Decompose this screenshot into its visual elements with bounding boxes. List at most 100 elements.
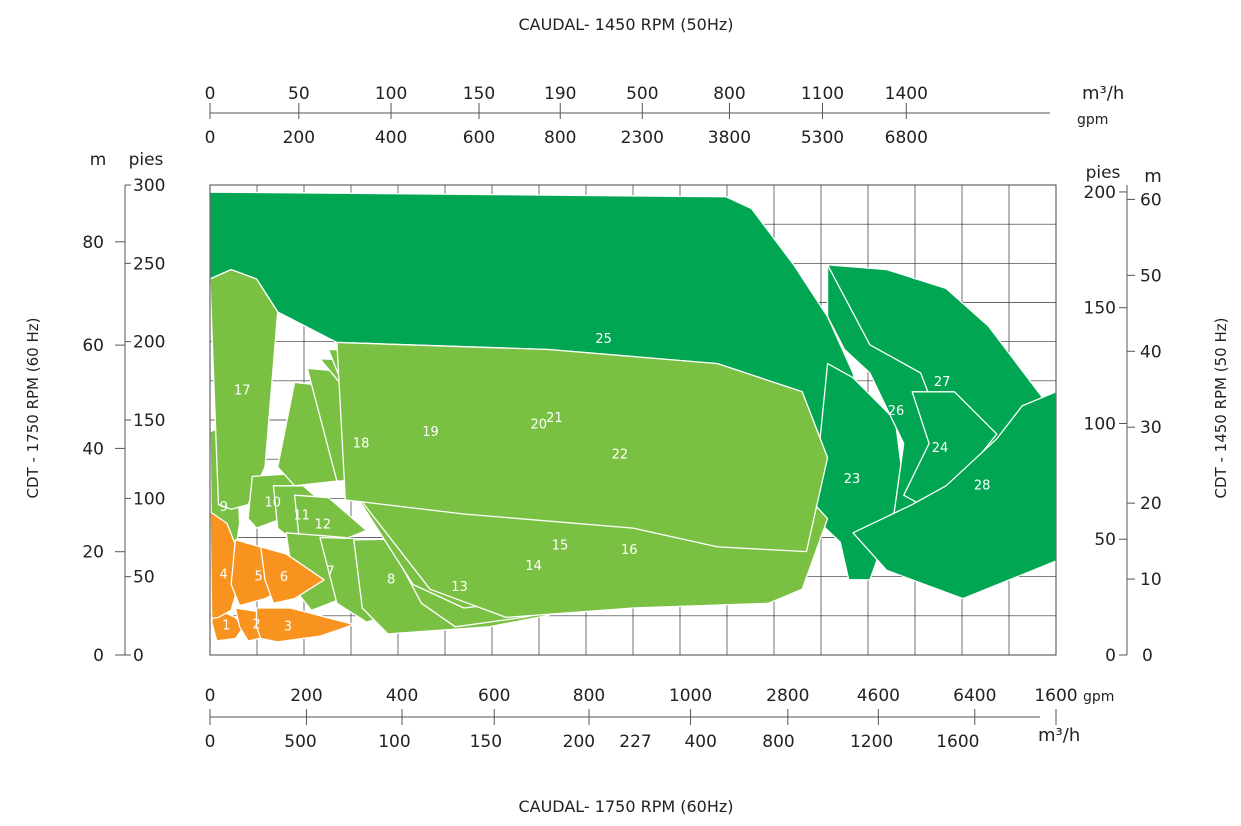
bottom-m3h-tick-label: 150 (470, 732, 502, 752)
chart-title-bottom: CAUDAL- 1750 RPM (60Hz) (518, 797, 733, 816)
pump-region-label-16: 16 (621, 543, 638, 558)
right-m-tick-label: 40 (1140, 342, 1162, 362)
pump-region-label-14: 14 (525, 559, 542, 574)
pump-region-label-26: 26 (888, 404, 905, 419)
pump-region-label-21: 21 (546, 411, 563, 426)
bottom-m3h-tick-label: 227 (619, 732, 651, 752)
right-m-tick-label: 20 (1140, 494, 1162, 514)
bottom-gpm-tick-label: 400 (386, 686, 418, 706)
pump-region-label-10: 10 (264, 496, 281, 511)
left-axis-label: CDT - 1750 RPM (60 Hz) (24, 318, 42, 499)
bottom-m3h-tick-label: 1200 (850, 732, 893, 752)
right-pies-tick-label: 50 (1094, 530, 1116, 550)
top-m3h-tick-label: 500 (626, 84, 658, 104)
top-gpm-tick-label: 0 (205, 128, 216, 148)
pump-region-label-7: 7 (326, 565, 334, 580)
bottom-m3h-tick-label: 0 (205, 732, 216, 752)
right-m-unit: m (1144, 166, 1162, 187)
left-m-tick-label: 80 (82, 233, 104, 253)
right-pies-tick-label: 150 (1084, 299, 1116, 319)
top-gpm-tick-label: 600 (463, 128, 495, 148)
bottom-m3h-tick-label: 200 (563, 732, 595, 752)
top-gpm-tick-label: 3800 (708, 128, 751, 148)
top-m3h-tick-label: 800 (713, 84, 745, 104)
bottom-gpm-tick-label: 0 (205, 686, 216, 706)
pump-region-label-19: 19 (422, 425, 439, 440)
pump-region-label-24: 24 (932, 441, 949, 456)
right-pies-tick-label: 0 (1105, 646, 1116, 666)
pump-region-label-13: 13 (451, 580, 468, 595)
left-pies-unit: pies (129, 150, 164, 170)
pump-region-label-9: 9 (220, 500, 228, 515)
right-m-tick-label: 0 (1142, 646, 1153, 666)
pump-region-label-8: 8 (387, 572, 395, 587)
pump-region-label-20: 20 (530, 418, 547, 433)
top-m3h-tick-label: 1100 (801, 84, 844, 104)
pump-region-3 (255, 607, 355, 643)
bottom-gpm-tick-label: 1000 (669, 686, 712, 706)
pump-region-label-3: 3 (284, 619, 292, 634)
top-gpm-tick-label: 400 (375, 128, 407, 148)
top-m3h-tick-label: 1400 (885, 84, 928, 104)
bottom-gpm-tick-label: 800 (573, 686, 605, 706)
pump-region-17 (209, 268, 279, 510)
pump-region-label-25: 25 (595, 332, 612, 347)
left-m-unit: m (90, 150, 107, 170)
right-m-tick-label: 30 (1140, 418, 1162, 438)
pump-region-6 (260, 546, 325, 604)
bottom-m3h-tick-label: 500 (284, 732, 316, 752)
bottom-gpm-tick-label: 1600 (1034, 686, 1077, 706)
right-m-tick-label: 10 (1140, 570, 1162, 590)
pump-region-label-2: 2 (252, 617, 260, 632)
right-m-tick-label: 60 (1140, 190, 1162, 210)
top-gpm-tick-label: 200 (283, 128, 315, 148)
pump-region-label-22: 22 (612, 448, 629, 463)
chart-title-top: CAUDAL- 1450 RPM (50Hz) (518, 15, 733, 34)
bottom-m3h-tick-label: 400 (684, 732, 716, 752)
bottom-m3h-tick-label: 1600 (936, 732, 979, 752)
pump-region-label-18: 18 (353, 437, 370, 452)
left-pies-tick-label: 250 (133, 254, 165, 274)
top-gpm-tick-label: 6800 (885, 128, 928, 148)
pump-region-label-5: 5 (255, 570, 263, 585)
pump-region-label-23: 23 (844, 472, 861, 487)
left-pies-tick-label: 200 (133, 333, 165, 353)
pump-regions (209, 191, 1057, 643)
pump-region-label-27: 27 (934, 375, 951, 390)
bottom-gpm-tick-label: 6400 (953, 686, 996, 706)
top-m3h-unit: m³/h (1082, 83, 1124, 104)
right-axis-label: CDT - 1450 RPM (50 Hz) (1212, 318, 1230, 499)
top-m3h-tick-label: 0 (205, 84, 216, 104)
plot-frame (209, 184, 1057, 656)
left-m-tick-label: 40 (82, 439, 104, 459)
top-gpm-tick-label: 800 (544, 128, 576, 148)
top-m3h-tick-label: 100 (375, 84, 407, 104)
bottom-m3h-unit: m³/h (1038, 725, 1080, 746)
pump-region-label-17: 17 (234, 384, 251, 399)
top-gpm-tick-label: 5300 (801, 128, 844, 148)
top-m3h-tick-label: 50 (288, 84, 310, 104)
pump-region-label-11: 11 (293, 509, 310, 524)
bottom-gpm-tick-label: 600 (478, 686, 510, 706)
bottom-gpm-tick-label: 4600 (857, 686, 900, 706)
pump-region-label-6: 6 (280, 570, 288, 585)
top-m3h-tick-label: 150 (463, 84, 495, 104)
right-pies-unit: pies (1086, 163, 1121, 183)
pump-region-label-1: 1 (222, 619, 230, 634)
right-pies-tick-label: 200 (1084, 183, 1116, 203)
left-pies-tick-label: 300 (133, 176, 165, 196)
left-pies-tick-label: 50 (133, 568, 155, 588)
bottom-gpm-tick-label: 200 (290, 686, 322, 706)
left-pies-tick-label: 100 (133, 489, 165, 509)
left-m-tick-label: 60 (82, 336, 104, 356)
right-pies-tick-label: 100 (1084, 414, 1116, 434)
left-m-tick-label: 0 (93, 646, 104, 666)
right-m-tick-label: 50 (1140, 266, 1162, 286)
pump-region-label-15: 15 (552, 539, 569, 554)
left-m-tick-label: 20 (82, 543, 104, 563)
pump-region-label-4: 4 (220, 567, 228, 582)
